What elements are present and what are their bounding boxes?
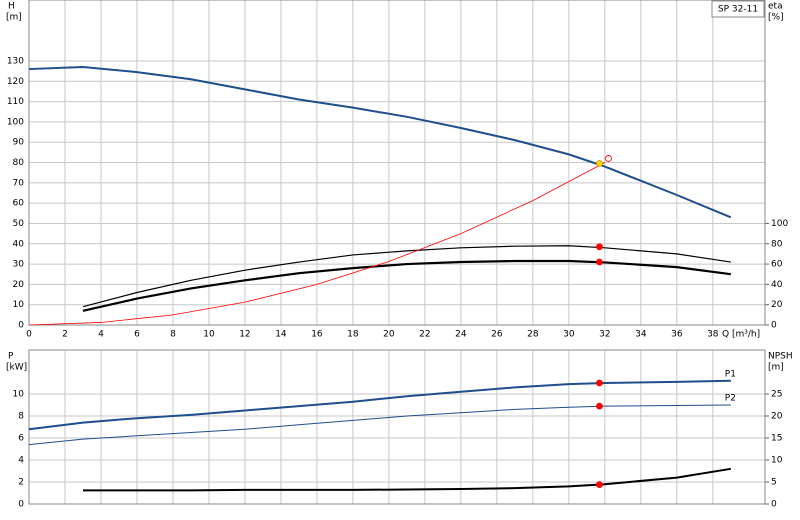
x-tick-label: 30: [563, 330, 575, 340]
y-tick-label: 50: [13, 219, 25, 229]
y-tick-label: 80: [13, 158, 25, 168]
x-axis-label: Q [m³/h]: [722, 330, 760, 340]
y-tick-label: 100: [7, 117, 24, 127]
x-tick-label: 14: [275, 330, 287, 340]
series-line: [82, 467, 731, 492]
series-label: P1: [725, 369, 736, 379]
y-tick-label: 10: [13, 300, 25, 310]
y-tick-label: 40: [13, 239, 25, 249]
y-tick-label: 70: [13, 178, 25, 188]
x-tick-label: 10: [203, 330, 215, 340]
series-line: [28, 162, 606, 326]
y2-tick-label: 10: [771, 456, 783, 466]
series-line: [82, 259, 731, 312]
y2-axis-label: NPSH: [768, 352, 793, 362]
y-tick-label: 10: [13, 390, 25, 400]
y-tick-label: 90: [13, 138, 25, 148]
x-tick-label: 8: [170, 330, 176, 340]
y-axis-label: H: [8, 2, 15, 12]
y2-axis-unit: [%]: [768, 13, 784, 23]
x-tick-label: 20: [383, 330, 395, 340]
y2-tick-label: 25: [771, 390, 782, 400]
plot-frame: [28, 0, 766, 326]
plot-frame: [28, 349, 766, 505]
x-tick-label: 32: [599, 330, 610, 340]
y2-tick-label: 20: [771, 412, 783, 422]
x-tick-label: 4: [98, 330, 104, 340]
y2-tick-label: 80: [771, 239, 783, 249]
x-tick-label: 12: [239, 330, 250, 340]
x-tick-label: 24: [455, 330, 467, 340]
y-axis-label: P: [8, 352, 14, 362]
y-tick-label: 110: [7, 97, 24, 107]
y2-tick-label: 40: [771, 280, 783, 290]
y-tick-label: 2: [18, 478, 24, 488]
title-box: [711, 0, 765, 18]
operating-point: [605, 155, 612, 162]
y-tick-label: 120: [7, 77, 24, 87]
x-tick-label: 22: [419, 330, 430, 340]
y2-tick-label: 0: [771, 321, 777, 331]
y2-tick-label: 5: [771, 478, 777, 488]
y2-tick-label: 100: [771, 219, 788, 229]
y2-axis-unit: [m]: [768, 363, 784, 373]
operating-point: [596, 243, 603, 251]
x-tick-label: 38: [707, 330, 719, 340]
x-tick-label: 34: [635, 330, 647, 340]
y2-tick-label: 0: [771, 500, 777, 510]
y-tick-label: 8: [18, 412, 24, 422]
operating-point: [596, 160, 603, 167]
y-tick-label: 20: [13, 280, 25, 290]
operating-point: [596, 402, 603, 410]
y2-tick-label: 15: [771, 434, 782, 444]
y-tick-label: 130: [7, 56, 24, 66]
y-tick-label: 0: [18, 500, 24, 510]
x-tick-label: 16: [311, 330, 323, 340]
x-tick-label: 18: [347, 330, 359, 340]
x-tick-label: 2: [62, 330, 68, 340]
y-tick-label: 4: [18, 456, 24, 466]
x-tick-label: 28: [527, 330, 539, 340]
y2-tick-label: 20: [771, 300, 783, 310]
x-tick-label: 26: [491, 330, 503, 340]
y-axis-unit: [kW]: [6, 363, 27, 373]
series-label: P2: [725, 394, 736, 404]
y-tick-label: 60: [13, 199, 25, 209]
y-axis-unit: [m]: [6, 13, 22, 23]
series-line: [82, 245, 731, 308]
y2-axis-label: eta: [768, 2, 783, 12]
operating-point: [596, 379, 603, 387]
x-tick-label: 0: [26, 330, 32, 340]
x-tick-label: 36: [671, 330, 683, 340]
chart-title: SP 32-11: [718, 5, 758, 15]
y-tick-label: 6: [18, 434, 24, 444]
operating-point: [596, 258, 603, 266]
y-tick-label: 30: [13, 260, 25, 270]
operating-point: [596, 481, 603, 489]
y2-tick-label: 60: [771, 260, 783, 270]
y-tick-label: 0: [18, 321, 24, 331]
x-tick-label: 6: [134, 330, 140, 340]
